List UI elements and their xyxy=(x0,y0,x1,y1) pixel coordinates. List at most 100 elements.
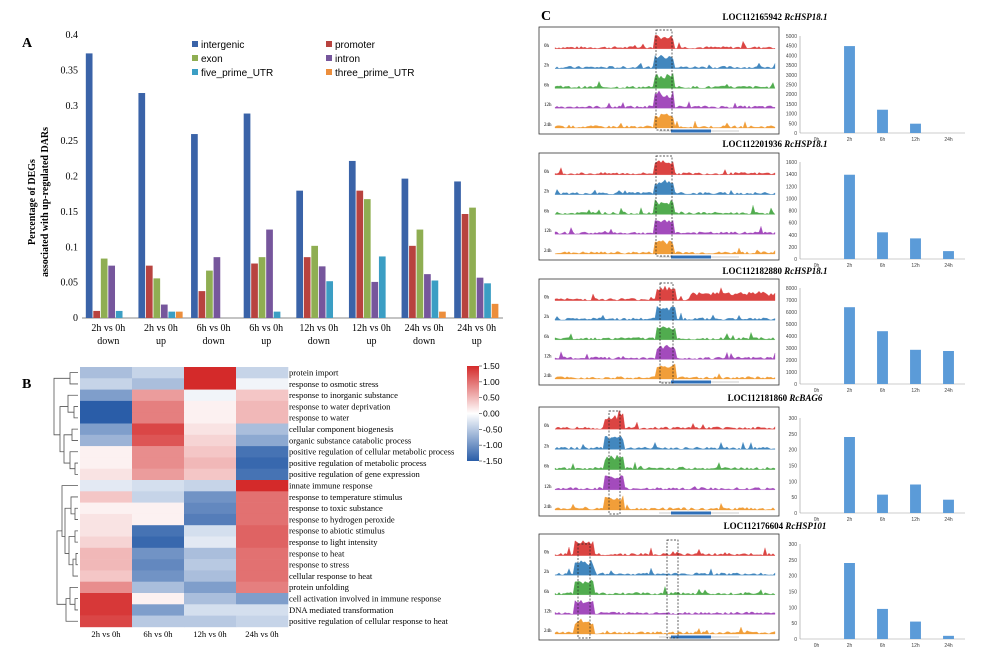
expression-bar xyxy=(910,123,921,133)
heatmap-cell xyxy=(80,593,133,605)
chart-x-tick: 6h xyxy=(880,263,886,269)
chart-x-tick: 6h xyxy=(880,388,886,394)
heatmap-row-label: DNA mediated transformation xyxy=(289,605,394,615)
bar-intron xyxy=(266,229,273,318)
expression-bar xyxy=(910,484,921,513)
heatmap-cell xyxy=(236,502,289,515)
bar-five_prime_UTR xyxy=(326,281,334,318)
coverage-track xyxy=(554,475,776,490)
heatmap-col-label: 12h vs 0h xyxy=(193,629,227,639)
track-label: 0h xyxy=(544,551,550,556)
x-category-sublabel: up xyxy=(472,336,482,347)
dendrogram-branch xyxy=(68,536,75,566)
track-label: 6h xyxy=(544,209,550,214)
bar-intron xyxy=(108,265,116,318)
heatmap-cell xyxy=(236,468,289,481)
heatmap-cell xyxy=(236,378,289,390)
bar-five_prime_UTR xyxy=(273,311,281,318)
expression-bar xyxy=(844,437,855,513)
heatmap-cell xyxy=(132,434,185,447)
y-tick-label: 0 xyxy=(73,313,78,324)
coverage-track xyxy=(554,90,776,109)
heatmap-cell xyxy=(132,593,185,605)
heatmap-cell xyxy=(184,502,237,515)
chart-y-tick: 5000 xyxy=(786,322,797,328)
heatmap-cell xyxy=(132,378,185,390)
gene-title: LOC112176604 RcHSP101 xyxy=(724,521,827,531)
dendrogram-branch xyxy=(74,462,78,475)
gene-model-exon xyxy=(671,380,711,384)
bar-intergenic xyxy=(348,160,356,318)
track-label: 2h xyxy=(544,315,550,320)
chart-y-tick: 1500 xyxy=(786,102,797,108)
track-label: 12h xyxy=(544,485,552,490)
bar-intergenic xyxy=(454,181,461,318)
gene-title: LOC112181860 RcBAG6 xyxy=(728,393,823,403)
chart-y-tick: 4500 xyxy=(786,44,797,50)
track-label: 12h xyxy=(544,354,552,359)
heatmap-cell xyxy=(80,615,133,628)
heatmap-cell xyxy=(236,547,289,560)
expression-bar xyxy=(910,349,921,384)
heatmap-cell xyxy=(184,536,237,549)
expression-bar xyxy=(877,494,888,513)
legend-label-promoter: promoter xyxy=(335,40,376,51)
chart-y-tick: 1000 xyxy=(786,370,797,376)
gene-title: LOC112165942 RcHSP18.1 xyxy=(722,12,827,22)
colorbar-tick-label: 0.50 xyxy=(483,393,500,403)
heatmap-row-label: response to abiotic stimulus xyxy=(289,526,385,536)
chart-x-tick: 2h xyxy=(847,137,853,143)
bar-exon xyxy=(258,257,266,318)
chart-y-tick: 150 xyxy=(789,464,798,470)
coverage-track xyxy=(554,410,776,430)
chart-x-tick: 24h xyxy=(944,263,953,269)
heatmap-cell xyxy=(236,536,289,549)
chart-x-tick: 12h xyxy=(911,388,920,394)
heatmap-col-label: 6h vs 0h xyxy=(143,629,173,639)
chart-x-tick: 24h xyxy=(944,388,953,394)
chart-y-tick: 2000 xyxy=(786,358,797,364)
x-category-label: 6h vs 0h xyxy=(197,323,231,334)
y-tick-label: 0.15 xyxy=(61,207,79,218)
bar-five_prime_UTR xyxy=(484,283,491,318)
chart-x-tick: 0h xyxy=(814,137,820,143)
bar-exon xyxy=(206,270,213,318)
heatmap-cell xyxy=(184,412,237,424)
heatmap-cell xyxy=(80,570,133,582)
dendrogram-branch xyxy=(70,496,78,515)
track-label: 6h xyxy=(544,83,550,88)
expression-bar xyxy=(943,499,954,513)
heatmap-cell xyxy=(184,468,237,481)
track-label: 24h xyxy=(544,123,552,128)
bar-exon xyxy=(311,245,319,318)
chart-y-tick: 250 xyxy=(789,558,798,564)
colorbar-tick-label: -1.00 xyxy=(483,440,503,450)
heatmap-cell xyxy=(236,525,289,537)
chart-y-tick: 3500 xyxy=(786,63,797,69)
panel-a-ylabel-line2: associated with up-regulated DARs xyxy=(40,127,51,277)
track-label: 24h xyxy=(544,249,552,254)
x-category-label: 2h vs 0h xyxy=(91,323,125,334)
heatmap-cell xyxy=(236,412,289,424)
bar-exon xyxy=(416,229,424,318)
heatmap-cell xyxy=(80,400,133,413)
gene-model-exon xyxy=(671,511,711,515)
heatmap-row-label: cellular response to heat xyxy=(289,571,373,581)
heatmap-cell xyxy=(80,559,133,571)
dendrogram-branch xyxy=(65,598,78,622)
gene-model-exon xyxy=(671,255,711,259)
dendrogram-branch xyxy=(74,598,78,611)
chart-x-tick: 24h xyxy=(944,517,953,523)
coverage-track xyxy=(554,305,776,321)
heatmap-cell xyxy=(236,615,289,628)
heatmap-cell xyxy=(80,389,133,402)
chart-y-tick: 2500 xyxy=(786,83,797,89)
bar-promoter xyxy=(356,190,364,318)
heatmap-cell xyxy=(132,491,185,503)
heatmap-cell xyxy=(80,604,133,616)
chart-y-tick: 1000 xyxy=(786,196,797,202)
heatmap-cell xyxy=(236,581,289,594)
chart-y-tick: 0 xyxy=(794,511,797,517)
heatmap-cell xyxy=(184,423,237,436)
track-label: 6h xyxy=(544,335,550,340)
